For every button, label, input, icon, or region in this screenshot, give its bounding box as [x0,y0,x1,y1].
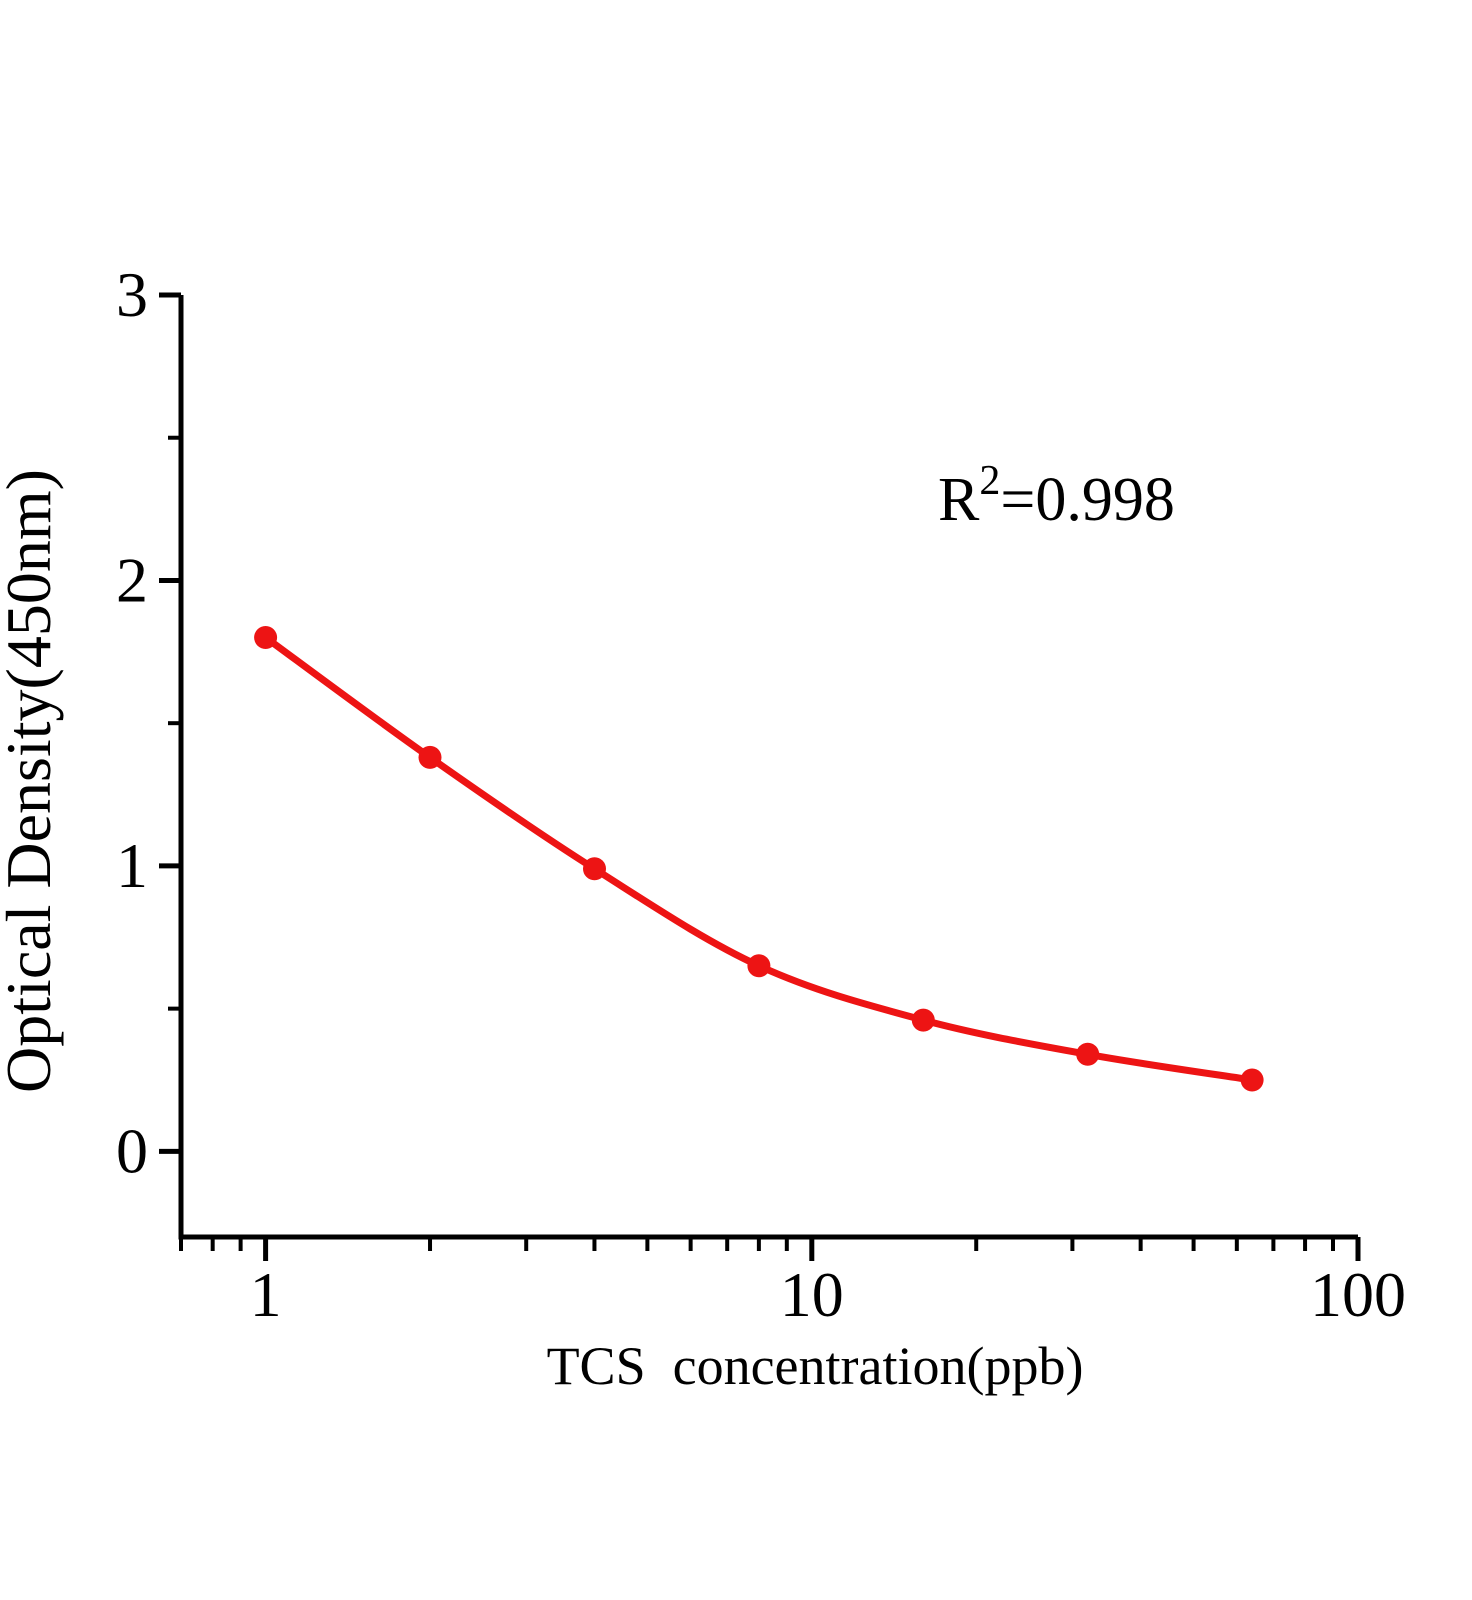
x-axis-ticks [179,1237,1361,1261]
y-axis-ticks [159,292,181,1154]
data-point [583,857,606,881]
y-tick-label: 3 [116,259,148,330]
y-tick-label: 0 [116,1115,148,1186]
x-tick-labels: 1 10 100 [250,1259,1406,1330]
y-tick-label: 1 [116,830,148,901]
data-point [254,626,278,649]
data-point [747,954,771,978]
data-point [1076,1042,1100,1066]
data-point [1240,1068,1264,1092]
superscript-2: 2 [979,458,1000,504]
x-tick-label: 100 [1310,1259,1406,1330]
y-tick-label: 2 [116,544,148,615]
x-tick-label: 1 [250,1259,282,1330]
data-point [911,1008,935,1032]
axes-lines [178,295,1358,1240]
data-point [418,745,442,769]
standard-curve-line [262,634,1256,1084]
x-tick-label: 10 [780,1259,844,1330]
data-point-markers [254,626,1264,1092]
r-squared-value: =0.998 [1000,466,1174,534]
x-axis-title: TCS concentration(ppb) [547,1336,1084,1396]
y-axis-title: Optical Density(450nm) [0,469,64,1093]
y-tick-labels: 0 1 2 3 [116,259,148,1186]
r-squared-annotation: R2=0.998 [938,458,1175,534]
